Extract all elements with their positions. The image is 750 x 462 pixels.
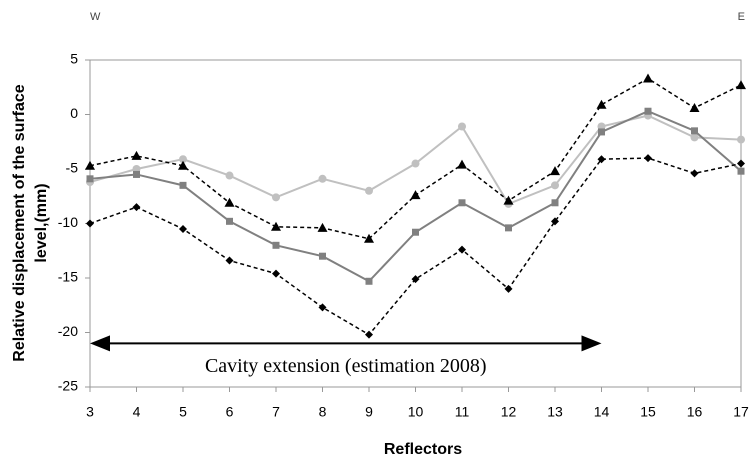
y-axis-label: Relative displacement of the surface <box>11 84 28 362</box>
point <box>551 181 559 190</box>
point <box>458 122 466 131</box>
point <box>596 99 607 109</box>
point <box>224 197 235 207</box>
point <box>643 73 653 83</box>
x-tick-label: 7 <box>272 404 280 420</box>
corner-label: E <box>738 11 745 23</box>
x-axis-label: Reflectors <box>384 441 462 458</box>
point <box>644 107 652 115</box>
point <box>317 222 328 232</box>
point <box>272 193 280 202</box>
point <box>86 175 94 183</box>
point <box>410 190 421 200</box>
y-tick-label: -15 <box>58 269 78 285</box>
point <box>551 217 559 226</box>
point <box>132 203 141 212</box>
x-tick-label: 14 <box>594 404 610 420</box>
point <box>365 277 373 285</box>
point <box>179 181 187 189</box>
point <box>691 127 698 135</box>
point <box>85 160 95 170</box>
series-line <box>89 157 742 336</box>
point <box>364 233 374 243</box>
y-axis-label: level,(mm) <box>33 183 50 262</box>
point <box>272 269 280 278</box>
x-tick-label: 4 <box>133 404 141 420</box>
point <box>737 167 745 175</box>
point <box>178 160 188 170</box>
x-tick-label: 3 <box>86 404 94 420</box>
point <box>598 128 605 136</box>
x-tick-label: 6 <box>226 404 234 420</box>
point <box>318 174 327 183</box>
point <box>318 303 327 312</box>
point <box>689 102 700 112</box>
point <box>272 241 280 249</box>
x-tick-label: 8 <box>319 404 327 420</box>
point <box>458 245 466 254</box>
point <box>551 199 559 207</box>
point <box>411 275 420 284</box>
point <box>737 159 745 168</box>
annotation-text: Cavity extension (estimation 2008) <box>205 355 487 377</box>
arrow-head <box>581 335 602 352</box>
point <box>412 228 419 236</box>
point <box>179 155 187 164</box>
point <box>690 169 699 178</box>
point <box>503 195 514 205</box>
point <box>131 150 142 160</box>
point <box>225 256 234 265</box>
corner-label: W <box>90 11 101 23</box>
x-tick-label: 9 <box>365 404 373 420</box>
point <box>597 155 606 164</box>
plot-frame <box>89 59 742 388</box>
x-tick-label: 16 <box>687 404 703 420</box>
point <box>133 170 140 178</box>
point <box>226 217 233 225</box>
x-tick-label: 13 <box>547 404 563 420</box>
y-tick-label: 0 <box>70 105 78 121</box>
point <box>271 221 281 231</box>
point <box>644 154 652 163</box>
point <box>458 199 466 207</box>
point <box>505 224 512 232</box>
y-tick-label: 5 <box>70 51 78 67</box>
point <box>457 159 467 169</box>
x-tick-label: 10 <box>408 404 424 420</box>
point <box>225 171 234 180</box>
point <box>365 330 373 339</box>
point <box>736 80 746 90</box>
x-tick-label: 11 <box>455 404 470 420</box>
point <box>86 219 94 228</box>
x-tick-label: 12 <box>501 404 517 420</box>
point <box>690 133 699 142</box>
point <box>504 284 513 293</box>
point <box>319 252 326 260</box>
x-tick-label: 17 <box>733 404 749 420</box>
x-tick-label: 5 <box>179 404 187 420</box>
x-tick-label: 15 <box>640 404 656 420</box>
arrow-head <box>90 335 110 352</box>
point <box>365 186 373 195</box>
y-tick-label: -20 <box>58 323 78 339</box>
point <box>179 224 187 233</box>
point <box>737 135 745 144</box>
point <box>411 159 420 168</box>
y-tick-label: -10 <box>58 214 78 230</box>
point <box>550 166 560 176</box>
series-line <box>89 77 742 240</box>
y-tick-label: -25 <box>58 378 78 394</box>
y-tick-label: -5 <box>66 160 79 176</box>
